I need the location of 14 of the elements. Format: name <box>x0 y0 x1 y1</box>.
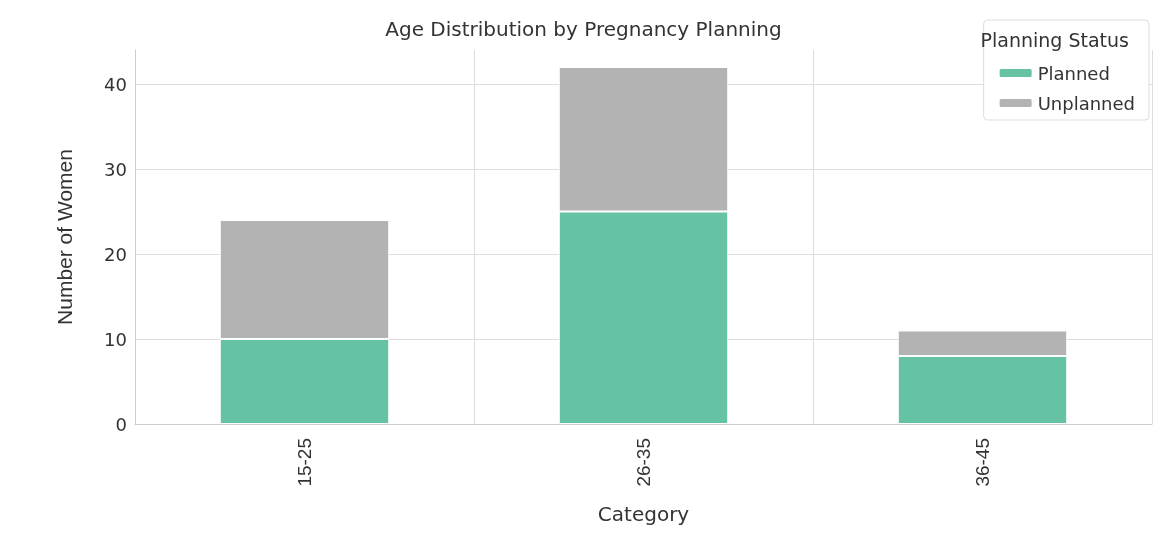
x-axis-title: Category <box>597 502 690 526</box>
x-tick-label: 26-35 <box>633 438 654 487</box>
chart-title: Age Distribution by Pregnancy Planning <box>385 17 782 41</box>
y-tick-label: 0 <box>115 413 127 435</box>
y-tick-label: 10 <box>104 328 127 350</box>
y-tick-label: 30 <box>104 158 127 180</box>
legend-title: Planning Status <box>980 28 1130 51</box>
y-tick-label: 40 <box>104 73 127 95</box>
y-axis-title: Number of Women <box>53 149 76 325</box>
legend-label: Planned <box>1037 62 1110 84</box>
y-tick-label: 20 <box>104 243 127 265</box>
x-tick-label: 36-45 <box>972 438 993 487</box>
legend-label: Unplanned <box>1037 92 1135 114</box>
x-tick-label: 15-25 <box>294 438 315 487</box>
